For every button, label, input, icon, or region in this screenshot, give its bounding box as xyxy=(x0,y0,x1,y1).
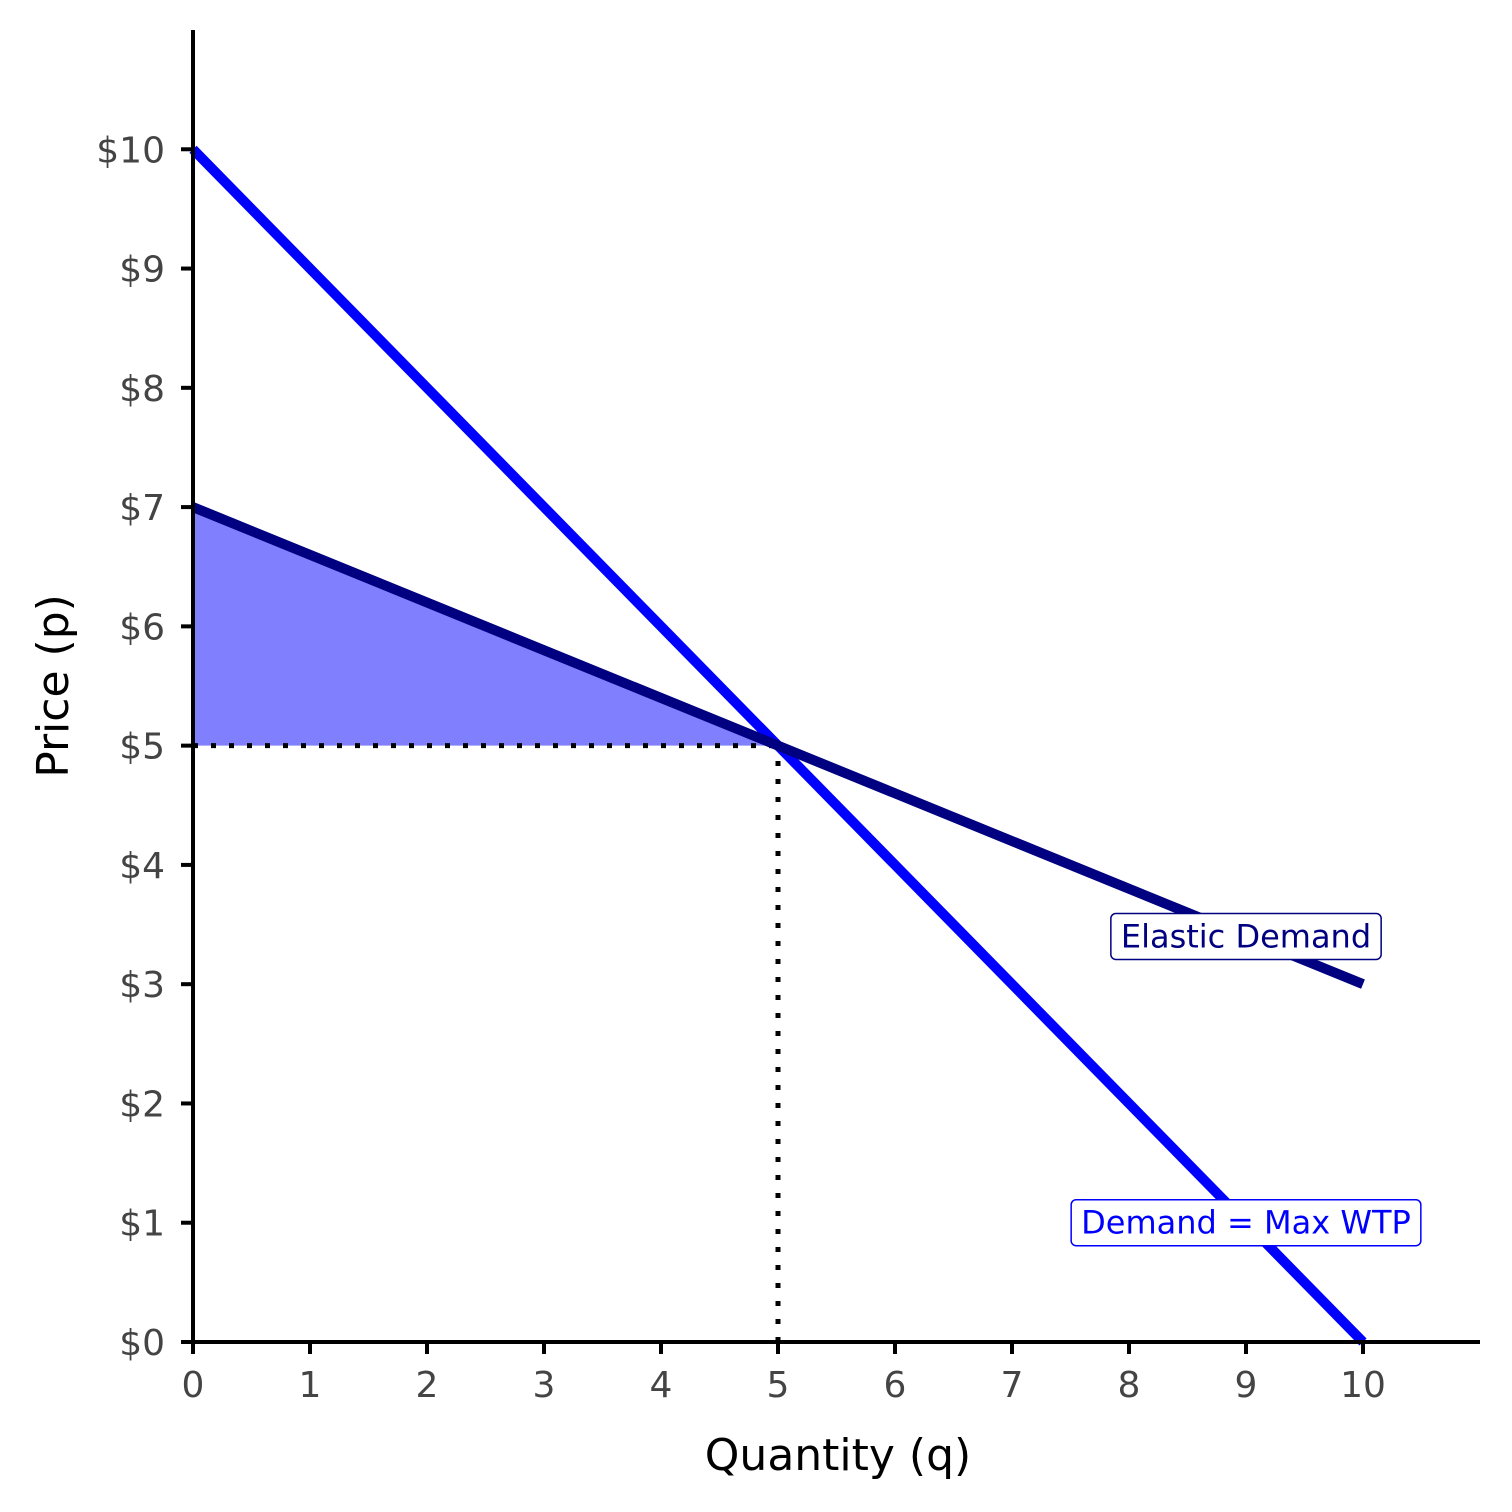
y-tick-label: $3 xyxy=(119,965,165,1006)
series-label-text: Elastic Demand xyxy=(1121,917,1371,955)
x-tick-label: 6 xyxy=(884,1365,907,1406)
series-labels: Demand = Max WTP Elastic Demand xyxy=(1070,912,1422,1247)
x-tick-label: 8 xyxy=(1118,1365,1141,1406)
y-axis: $0 $1 $2 $3 $4 $5 $6 $7 $8 $9 $10 xyxy=(96,30,195,1364)
y-tick-label: $1 xyxy=(119,1204,165,1245)
x-tick-label: 3 xyxy=(533,1365,556,1406)
y-tick-label: $2 xyxy=(119,1084,165,1125)
x-tick-label: 2 xyxy=(416,1365,439,1406)
y-tick-label: $7 xyxy=(119,488,165,529)
y-tick-label: $10 xyxy=(96,130,165,171)
y-tick-label: $8 xyxy=(119,369,165,410)
series-label-text: Demand = Max WTP xyxy=(1081,1204,1411,1242)
x-tick-label: 5 xyxy=(767,1365,790,1406)
series-label-box xyxy=(1070,1198,1422,1247)
series-label-0: Demand = Max WTP xyxy=(1070,1198,1422,1247)
y-tick-label: $9 xyxy=(119,250,165,291)
x-tick-label: 7 xyxy=(1001,1365,1024,1406)
series-label-box xyxy=(1110,912,1382,961)
x-tick-label: 9 xyxy=(1235,1365,1258,1406)
y-axis-title: Price (p) xyxy=(28,594,79,778)
x-tick-label: 4 xyxy=(650,1365,673,1406)
plot-area xyxy=(189,145,1367,1346)
y-tick-label: $5 xyxy=(119,727,165,768)
series-label-1: Elastic Demand xyxy=(1110,912,1382,961)
y-tick-label: $6 xyxy=(119,607,165,648)
y-tick-label: $4 xyxy=(119,846,165,887)
x-tick-label: 1 xyxy=(299,1365,322,1406)
x-tick-label: 10 xyxy=(1340,1365,1386,1406)
y-tick-label: $0 xyxy=(119,1323,165,1364)
x-tick-label: 0 xyxy=(182,1365,205,1406)
series-line-1 xyxy=(191,502,1365,989)
x-axis: 0 1 2 3 4 5 6 7 8 9 10 xyxy=(182,1340,1480,1406)
x-axis-title: Quantity (q) xyxy=(705,1430,971,1481)
